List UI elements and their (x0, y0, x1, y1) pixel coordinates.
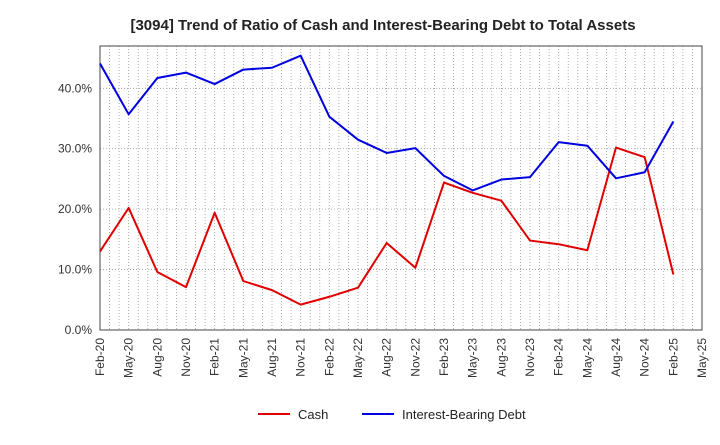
x-tick-label: Feb-23 (437, 338, 451, 376)
chart-title: [3094] Trend of Ratio of Cash and Intere… (130, 17, 635, 34)
x-tick-label: May-25 (695, 338, 709, 378)
x-tick-label: Nov-20 (179, 338, 193, 377)
x-tick-label: May-22 (351, 338, 365, 378)
series-line-cash (99, 146, 675, 306)
legend-label-cash: Cash (298, 407, 328, 422)
axes (99, 45, 703, 331)
x-tick-label: Nov-23 (523, 338, 537, 377)
plot-frame (99, 45, 703, 331)
x-tick-label: Feb-25 (666, 338, 680, 376)
x-tick-label: Nov-24 (638, 338, 652, 377)
legend: Cash Interest-Bearing Debt (258, 407, 526, 422)
x-tick-label: Aug-23 (494, 338, 508, 377)
x-tick-label: Aug-22 (380, 338, 394, 377)
x-tick-label: May-21 (236, 338, 250, 378)
y-tick-label: 10.0% (58, 263, 92, 277)
x-tick-label: May-20 (122, 338, 136, 378)
y-tick-label: 40.0% (58, 81, 92, 95)
series-line-interest-bearing-debt (99, 54, 675, 192)
x-tick-label: Aug-24 (609, 338, 623, 377)
x-tick-label: May-23 (466, 338, 480, 378)
grid-lines (99, 46, 703, 331)
y-tick-label: 20.0% (58, 202, 92, 216)
x-tick-label: Nov-22 (408, 338, 422, 377)
x-tick-label: May-24 (580, 338, 594, 378)
y-tick-label: 30.0% (58, 142, 92, 156)
y-tick-label: 0.0% (65, 323, 93, 337)
x-tick-labels: Feb-20 May-20 Aug-20 Nov-20 Feb-21 May-21 Aug-… (93, 338, 709, 378)
series-lines (99, 54, 675, 306)
x-tick-label: Feb-22 (322, 338, 336, 376)
x-tick-label: Aug-21 (265, 338, 279, 377)
y-tick-labels: 0.0% 10.0% 20.0% 30.0% 40.0% (58, 81, 92, 337)
x-tick-label: Feb-20 (93, 338, 107, 376)
x-tick-label: Feb-24 (552, 338, 566, 376)
legend-label-interest-bearing-debt: Interest-Bearing Debt (402, 407, 526, 422)
x-tick-label: Nov-21 (294, 338, 308, 377)
x-tick-label: Aug-20 (150, 338, 164, 377)
x-tick-label: Feb-21 (208, 338, 222, 376)
